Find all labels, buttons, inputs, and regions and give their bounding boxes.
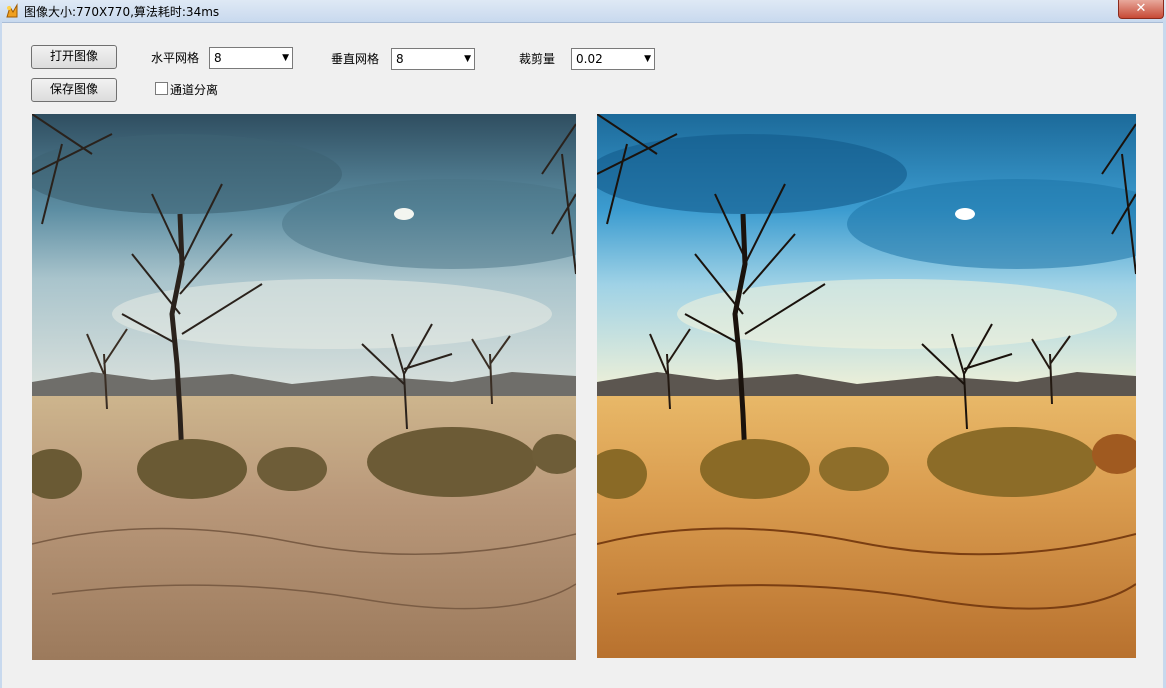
open-image-button[interactable]: 打开图像	[31, 45, 117, 69]
vertical-grid-label: 垂直网格	[331, 52, 380, 66]
processed-image	[597, 114, 1136, 658]
horizontal-grid-value: 8	[214, 51, 222, 65]
save-image-button[interactable]: 保存图像	[31, 78, 117, 102]
vertical-grid-select[interactable]: 8 ▼	[391, 48, 475, 70]
original-image-canvas	[32, 114, 576, 660]
channel-split-checkbox[interactable]	[155, 82, 168, 95]
processed-image-canvas	[597, 114, 1136, 658]
close-button[interactable]: ✕	[1118, 0, 1164, 19]
clip-limit-select[interactable]: 0.02 ▼	[571, 48, 655, 70]
chevron-down-icon: ▼	[282, 53, 289, 63]
original-image	[32, 114, 576, 660]
window-frame-right	[1163, 22, 1166, 688]
chevron-down-icon: ▼	[644, 54, 651, 64]
clip-limit-value: 0.02	[576, 52, 603, 66]
horizontal-grid-select[interactable]: 8 ▼	[209, 47, 293, 69]
chevron-down-icon: ▼	[464, 54, 471, 64]
channel-split-label: 通道分离	[170, 83, 219, 97]
clip-limit-label: 裁剪量	[519, 52, 556, 66]
app-icon	[6, 3, 18, 18]
horizontal-grid-label: 水平网格	[151, 51, 200, 65]
window-frame-left	[0, 22, 2, 688]
vertical-grid-value: 8	[396, 52, 404, 66]
title-bar: 图像大小:770X770,算法耗时:34ms ✕	[0, 0, 1166, 23]
window-title: 图像大小:770X770,算法耗时:34ms	[24, 5, 220, 19]
